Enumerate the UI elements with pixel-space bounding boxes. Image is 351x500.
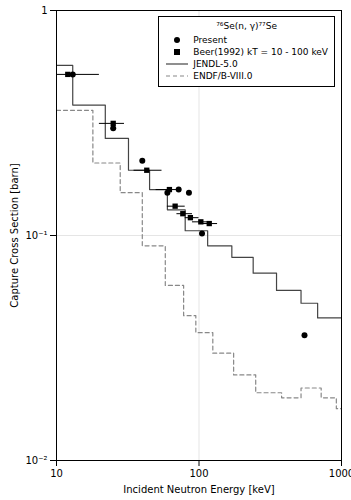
svg-text:10⁻¹: 10⁻¹ [25,230,47,241]
html-text:JENDL-5.0: JENDL-5.0 [193,59,238,69]
svg-text:1000: 1000 [329,468,351,479]
svg-text:Capture Cross Section [barn]: Capture Cross Section [barn] [9,163,20,308]
svg-text:10: 10 [50,468,63,479]
svg-text:Incident Neutron Energy [keV]: Incident Neutron Energy [keV] [123,484,274,495]
svg-text:1: 1 [41,5,47,16]
html-text:Beer(1992) kT = 10 - 100 keV: Beer(1992) kT = 10 - 100 keV [193,47,328,57]
html-text:Present: Present [193,35,227,45]
svg-text:100: 100 [189,468,208,479]
html-text:ENDF/B-VIII.0: ENDF/B-VIII.0 [193,71,253,81]
html-text:⁷⁶Se(n, γ)⁷⁷Se: ⁷⁶Se(n, γ)⁷⁷Se [216,21,277,31]
svg-text:10⁻²: 10⁻² [25,455,47,466]
